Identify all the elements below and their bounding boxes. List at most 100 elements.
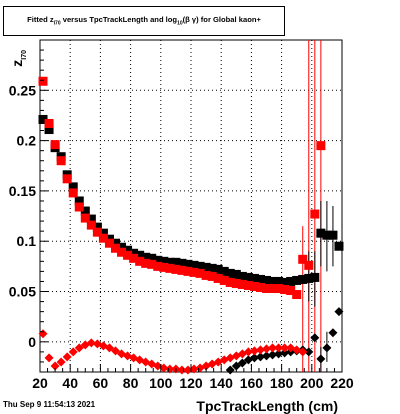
data-point-diamond (274, 343, 284, 353)
data-point-square (129, 253, 139, 263)
x-tick-label: 200 (300, 375, 324, 391)
data-point-square (80, 206, 90, 216)
x-tick-label: 180 (270, 375, 294, 391)
data-point-square (249, 273, 259, 283)
data-point-square (207, 271, 217, 281)
data-point-diamond (334, 307, 344, 317)
data-point-square (117, 247, 127, 257)
data-point-diamond (50, 361, 60, 371)
y-axis-label: zI70 (9, 50, 28, 67)
data-point-diamond (177, 365, 187, 375)
data-point-square (177, 258, 187, 268)
x-tick-label: 40 (62, 375, 78, 391)
data-point-diamond (316, 354, 326, 364)
data-point-square (280, 277, 290, 287)
data-marks (38, 76, 344, 375)
data-point-square (111, 238, 120, 248)
data-point-square (159, 256, 169, 266)
data-point-square (310, 272, 320, 282)
data-point-square (243, 280, 253, 290)
data-point-square (68, 188, 78, 198)
data-point-square (141, 252, 151, 262)
data-point-square (56, 156, 66, 166)
data-point-square (92, 227, 102, 237)
data-point-diamond (310, 333, 320, 343)
data-point-square (98, 228, 108, 238)
x-tick-label: 120 (179, 375, 203, 391)
data-point-square (38, 114, 48, 124)
data-point-diamond (62, 352, 72, 362)
data-point-diamond (68, 347, 78, 357)
data-point-square (135, 250, 145, 260)
data-point-square (274, 283, 284, 293)
y-tick-label: 0.05 (9, 284, 36, 300)
data-point-square (334, 241, 344, 251)
data-point-square (44, 125, 54, 135)
data-point-diamond (159, 363, 169, 373)
x-tick-label: 100 (149, 375, 173, 391)
grid (40, 40, 342, 372)
data-point-square (213, 273, 223, 283)
data-point-square (111, 243, 120, 253)
data-point-square (38, 76, 48, 86)
data-point-diamond (189, 364, 199, 374)
data-point-square (274, 276, 284, 286)
data-point-square (98, 233, 108, 243)
y-axis-label-sub: I70 (21, 50, 28, 60)
data-point-square (171, 264, 181, 274)
data-point-square (92, 222, 102, 232)
data-point-square (135, 256, 145, 266)
data-point-diamond (262, 351, 271, 361)
data-point-square (201, 262, 211, 272)
data-point-square (268, 276, 278, 286)
data-point-square (286, 286, 296, 296)
data-point-square (165, 257, 175, 267)
data-point-square (255, 274, 265, 284)
data-point-diamond (237, 358, 247, 368)
data-point-diamond (268, 350, 278, 360)
data-point-diamond (304, 347, 314, 357)
x-tick-label: 80 (123, 375, 139, 391)
data-point-diamond (111, 346, 120, 356)
data-point-square (316, 228, 326, 238)
data-point-square (249, 281, 259, 291)
axis-ticks: 20 40 60 80 100 120 140 160 180 200 220 0 0.05 0.1 0.1… (9, 49, 354, 391)
data-point-square (292, 275, 302, 285)
y-tick-label: 0.15 (9, 183, 36, 199)
data-point-square (292, 290, 302, 300)
data-point-diamond (44, 353, 54, 363)
data-point-square (268, 283, 278, 293)
data-point-diamond (274, 349, 284, 359)
data-point-square (304, 273, 314, 283)
data-point-square (159, 262, 169, 272)
data-point-diamond (255, 352, 265, 362)
data-point-square (165, 263, 175, 273)
data-point-square (147, 253, 157, 263)
data-point-square (262, 283, 271, 293)
y-tick-label: 0 (28, 334, 36, 350)
data-point-square (153, 261, 163, 271)
data-point-square (50, 140, 60, 150)
data-point-square (322, 230, 332, 240)
y-axis-label-main: z (9, 60, 25, 67)
data-point-square (298, 254, 308, 264)
data-point-square (237, 279, 247, 289)
data-point-square (237, 271, 247, 281)
x-tick-label: 160 (240, 375, 264, 391)
data-point-square (207, 263, 217, 273)
data-point-diamond (231, 361, 241, 371)
data-point-diamond (298, 347, 308, 357)
data-point-square (153, 255, 163, 265)
data-point-square (189, 267, 199, 277)
y-tick-label: 0.2 (17, 133, 37, 149)
plot-frame (39, 39, 343, 373)
data-point-square (117, 242, 127, 252)
data-point-square (68, 182, 78, 192)
title-mid: versus TpcTrackLength and log (60, 15, 178, 24)
data-point-diamond (249, 353, 259, 363)
data-point-square (86, 214, 96, 224)
data-point-square (225, 277, 235, 287)
data-point-square (298, 274, 308, 284)
data-point-diamond (56, 357, 66, 367)
data-point-square (183, 266, 193, 276)
